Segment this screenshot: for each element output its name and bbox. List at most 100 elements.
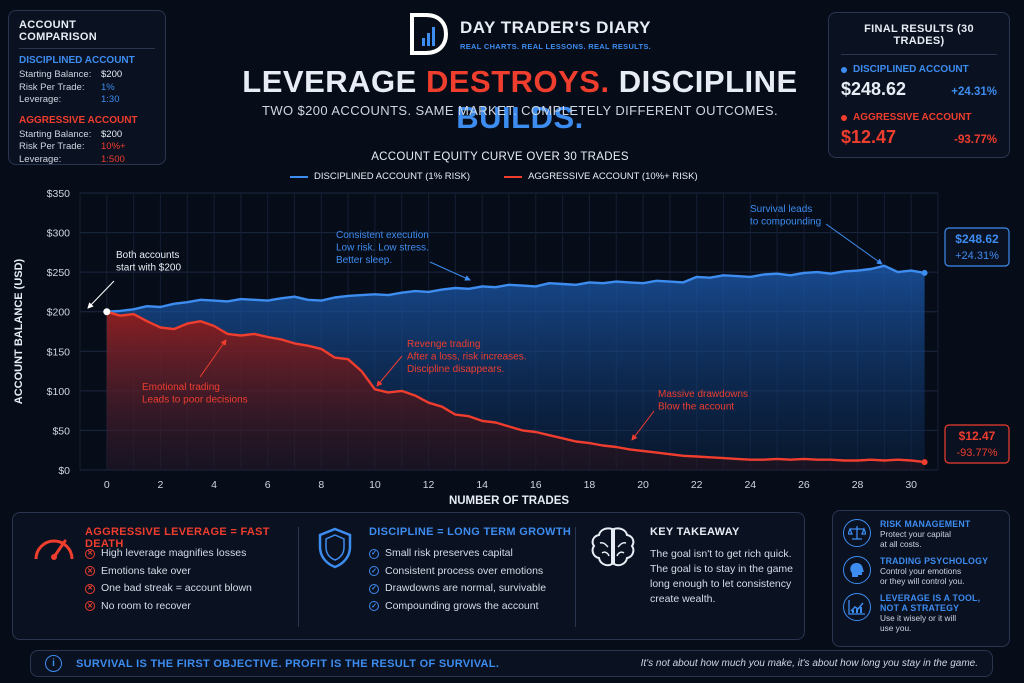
legend-aggressive: AGGRESSIVE ACCOUNT (10%+ RISK) bbox=[504, 171, 698, 182]
annotation-revenge-line: Discipline disappears. bbox=[407, 364, 504, 375]
final-aggressive-values: $12.47 -93.77% bbox=[841, 127, 997, 148]
info-icon: i bbox=[45, 655, 62, 672]
key-takeaway-column: KEY TAKEAWAY The goal isn't to get rich … bbox=[588, 513, 798, 639]
tip-trading-psychology: TRADING PSYCHOLOGY Control your emotions o… bbox=[843, 556, 999, 586]
y-tick-label: $50 bbox=[52, 425, 70, 437]
head-icon bbox=[843, 556, 871, 584]
leverage-label: Leverage: bbox=[19, 94, 62, 105]
disciplined-end-label: $248.62 +24.31% bbox=[944, 227, 1010, 267]
annotation-consistent-arrow bbox=[429, 261, 471, 281]
takeaway-text: The goal isn't to get rich quick. The goa… bbox=[650, 547, 800, 607]
final-aggressive-label-row: AGGRESSIVE ACCOUNT bbox=[841, 112, 997, 123]
x-tick-label: 14 bbox=[476, 479, 488, 491]
blue-dot-icon bbox=[841, 66, 847, 73]
tip-title: RISK MANAGEMENT bbox=[880, 519, 971, 529]
x-tick-label: 10 bbox=[369, 479, 381, 491]
x-icon: ✕ bbox=[85, 566, 95, 577]
tip-risk-management: RISK MANAGEMENT Protect your capital at al… bbox=[843, 519, 999, 549]
aggressive-end-label: $12.47 -93.77% bbox=[944, 424, 1010, 464]
tip-title: LEVERAGE IS A TOOL, bbox=[880, 593, 981, 603]
disciplined-account-title: DISCIPLINED ACCOUNT bbox=[19, 55, 135, 66]
final-disciplined-value: $248.62 bbox=[841, 79, 907, 99]
annotation-consistent: Consistent execution Low risk. Low stress… bbox=[336, 230, 429, 266]
x-icon: ✕ bbox=[85, 601, 95, 612]
headline-part4: BUILDS. bbox=[456, 100, 584, 135]
x-tick-label: 22 bbox=[691, 479, 703, 491]
disciplined-end-label-box bbox=[944, 227, 1010, 267]
legend-aggressive-label: AGGRESSIVE ACCOUNT (10%+ RISK) bbox=[528, 171, 698, 182]
disciplined-end-label-pct: +24.31% bbox=[955, 250, 999, 262]
final-disciplined-pct: +24.31% bbox=[951, 86, 997, 98]
risk-per-trade-label: Risk Per Trade: bbox=[19, 81, 85, 93]
legend-blue-line bbox=[290, 175, 308, 178]
aggressive-end-label-value: $12.47 bbox=[959, 429, 996, 443]
chart-legend: DISCIPLINED ACCOUNT (1% RISK) AGGRESSIVE… bbox=[290, 171, 730, 182]
start-point bbox=[103, 308, 111, 316]
list-item-text: Drawdowns are normal, survivable bbox=[385, 582, 547, 594]
list-item-text: Small risk preserves capital bbox=[385, 547, 513, 559]
annotation-consistent-line: Consistent execution bbox=[336, 230, 429, 241]
final-disciplined-label: DISCIPLINED ACCOUNT bbox=[853, 64, 969, 75]
y-tick-label: $100 bbox=[47, 386, 71, 398]
y-tick-label: $250 bbox=[47, 267, 71, 279]
divider bbox=[575, 527, 576, 627]
discipline-column: DISCIPLINE = LONG TERM GROWTH ✓ Small ris… bbox=[311, 513, 573, 639]
tip-title-line2: NOT A STRATEGY bbox=[880, 603, 960, 613]
disciplined-starting-balance: $200 bbox=[101, 69, 123, 80]
subheadline: TWO $200 ACCOUNTS. SAME MARKET. COMPLETE… bbox=[262, 103, 778, 118]
tip-title: TRADING PSYCHOLOGY bbox=[880, 556, 989, 566]
legend-red-line bbox=[504, 175, 523, 178]
annotation-revenge-line: After a loss, risk increases. bbox=[407, 352, 526, 363]
brand-logo: DAY TRADER'S DIARY REAL CHARTS. REAL LES… bbox=[408, 12, 658, 60]
shield-icon bbox=[318, 527, 352, 569]
x-tick-label: 12 bbox=[423, 479, 435, 491]
x-tick-label: 30 bbox=[905, 479, 917, 491]
aggressive-risk: 10%+ bbox=[101, 141, 126, 152]
tip-desc: Protect your capital bbox=[880, 529, 952, 539]
starting-balance-label: Starting Balance: bbox=[19, 69, 92, 80]
list-item-text: Consistent process over emotions bbox=[385, 564, 544, 577]
check-icon: ✓ bbox=[369, 548, 379, 559]
final-disciplined-values: $248.62 +24.31% bbox=[841, 79, 997, 100]
x-tick-label: 18 bbox=[584, 479, 596, 491]
x-tick-label: 0 bbox=[104, 479, 110, 491]
leverage-label: Leverage: bbox=[19, 153, 62, 165]
tips-panel: RISK MANAGEMENT Protect your capital at al… bbox=[832, 510, 1010, 647]
tip-desc: Control your emotions bbox=[880, 566, 962, 576]
legend-disciplined: DISCIPLINED ACCOUNT (1% RISK) bbox=[290, 171, 470, 182]
account-comparison-title: ACCOUNT COMPARISON bbox=[19, 19, 155, 49]
annotation-drawdowns-line: Blow the account bbox=[658, 402, 734, 413]
x-tick-label: 26 bbox=[798, 479, 810, 491]
takeaway-line: The goal is to stay in the game bbox=[650, 563, 793, 575]
x-tick-label: 24 bbox=[744, 479, 756, 491]
aggressive-list: ✕ High leverage magnifies losses ✕ Emotion… bbox=[85, 545, 252, 615]
x-tick-label: 8 bbox=[318, 479, 324, 491]
annotation-drawdowns: Massive drawdowns Blow the account bbox=[658, 389, 748, 413]
list-item: ✕ High leverage magnifies losses bbox=[85, 545, 252, 563]
tip-desc: or they will control you. bbox=[880, 576, 965, 586]
x-tick-label: 28 bbox=[852, 479, 864, 491]
annotation-emotional-line: Leads to poor decisions bbox=[142, 395, 248, 406]
takeaway-line: create wealth. bbox=[650, 593, 716, 605]
x-axis-title: NUMBER OF TRADES bbox=[449, 495, 569, 507]
disciplined-risk: 1% bbox=[101, 81, 115, 93]
list-item: ✓ Consistent process over emotions bbox=[369, 563, 546, 581]
logo-d-icon bbox=[410, 13, 449, 55]
y-tick-label: $200 bbox=[47, 307, 71, 319]
list-item-text: Compounding grows the account bbox=[385, 599, 539, 612]
aggressive-end-label-pct: -93.77% bbox=[957, 447, 998, 459]
x-tick-label: 20 bbox=[637, 479, 649, 491]
aggressive-leverage-column: AGGRESSIVE LEVERAGE = FAST DEATH ✕ High l… bbox=[27, 513, 292, 639]
headline-part2: DESTROYS. bbox=[425, 64, 610, 99]
account-comparison-panel: ACCOUNT COMPARISON DISCIPLINED ACCOUNT S… bbox=[8, 10, 166, 165]
annotation-survival-line: to compounding bbox=[750, 217, 821, 228]
annotation-survival-line: Survival leads bbox=[750, 204, 812, 215]
red-dot-icon bbox=[841, 114, 847, 121]
annotation-survival: Survival leads to compounding bbox=[750, 204, 821, 228]
list-item: ✕ Emotions take over bbox=[85, 563, 252, 581]
takeaway-line: long enough to let consistency bbox=[650, 578, 792, 590]
list-item: ✓ Compounding grows the account bbox=[369, 598, 546, 616]
tip-desc: Use it wisely or it will bbox=[880, 613, 957, 623]
discipline-list: ✓ Small risk preserves capital ✓ Consisten… bbox=[369, 545, 546, 615]
brand-tagline: REAL CHARTS. REAL LESSONS. REAL RESULTS. bbox=[460, 42, 652, 51]
